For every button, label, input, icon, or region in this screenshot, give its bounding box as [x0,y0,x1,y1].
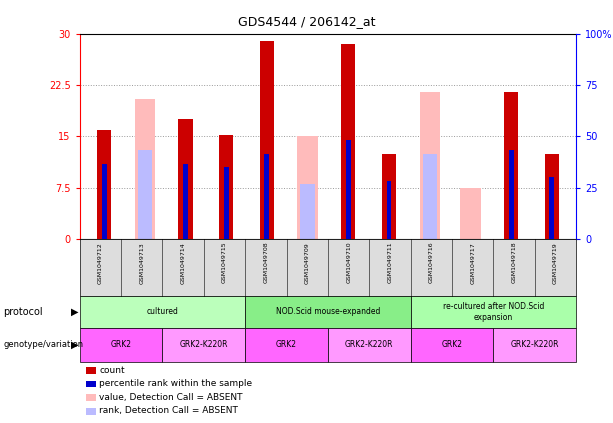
Bar [135,99,155,239]
Text: GSM1049715: GSM1049715 [222,242,227,283]
Text: GRK2: GRK2 [110,340,132,349]
Text: GSM1049710: GSM1049710 [346,242,351,283]
Bar [509,150,514,239]
Text: percentile rank within the sample: percentile rank within the sample [99,379,253,388]
Text: rank, Detection Call = ABSENT: rank, Detection Call = ABSENT [99,406,238,415]
Bar [460,188,481,239]
Bar [178,119,192,239]
Text: NOD.Scid mouse-expanded: NOD.Scid mouse-expanded [276,308,380,316]
Text: GSM1049709: GSM1049709 [305,242,310,283]
Bar [102,164,107,239]
Text: GSM1049708: GSM1049708 [264,242,268,283]
Bar [341,44,356,239]
Text: cultured: cultured [147,308,178,316]
Text: genotype/variation: genotype/variation [3,340,83,349]
Text: re-cultured after NOD.Scid
expansion: re-cultured after NOD.Scid expansion [443,302,544,321]
Text: GRK2: GRK2 [441,340,463,349]
Text: GSM1049719: GSM1049719 [553,242,558,283]
Text: GRK2: GRK2 [276,340,297,349]
Bar [219,135,234,239]
Bar [264,154,269,239]
Text: GSM1049718: GSM1049718 [512,242,517,283]
Bar [183,164,188,239]
Bar [224,167,229,239]
Text: GRK2-K220R: GRK2-K220R [511,340,559,349]
Text: ▶: ▶ [70,340,78,350]
Bar [504,92,518,239]
Bar [260,41,274,239]
Bar [97,129,111,239]
Text: GSM1049717: GSM1049717 [470,242,475,283]
Bar [138,150,152,239]
Bar [346,140,351,239]
Text: GSM1049712: GSM1049712 [98,242,103,283]
Text: value, Detection Call = ABSENT: value, Detection Call = ABSENT [99,393,243,402]
Bar [419,92,440,239]
Text: protocol: protocol [3,307,43,317]
Bar [387,181,392,239]
Text: GSM1049711: GSM1049711 [387,242,392,283]
Text: ▶: ▶ [70,307,78,317]
Text: GSM1049714: GSM1049714 [181,242,186,283]
Bar [382,154,396,239]
Text: GSM1049716: GSM1049716 [429,242,434,283]
Text: GDS4544 / 206142_at: GDS4544 / 206142_at [238,15,375,28]
Bar [297,137,318,239]
Text: GRK2-K220R: GRK2-K220R [345,340,394,349]
Bar [422,154,437,239]
Bar [549,178,554,239]
Text: count: count [99,365,125,375]
Bar [300,184,314,239]
Bar [545,154,559,239]
Text: GRK2-K220R: GRK2-K220R [180,340,228,349]
Text: GSM1049713: GSM1049713 [139,242,144,283]
